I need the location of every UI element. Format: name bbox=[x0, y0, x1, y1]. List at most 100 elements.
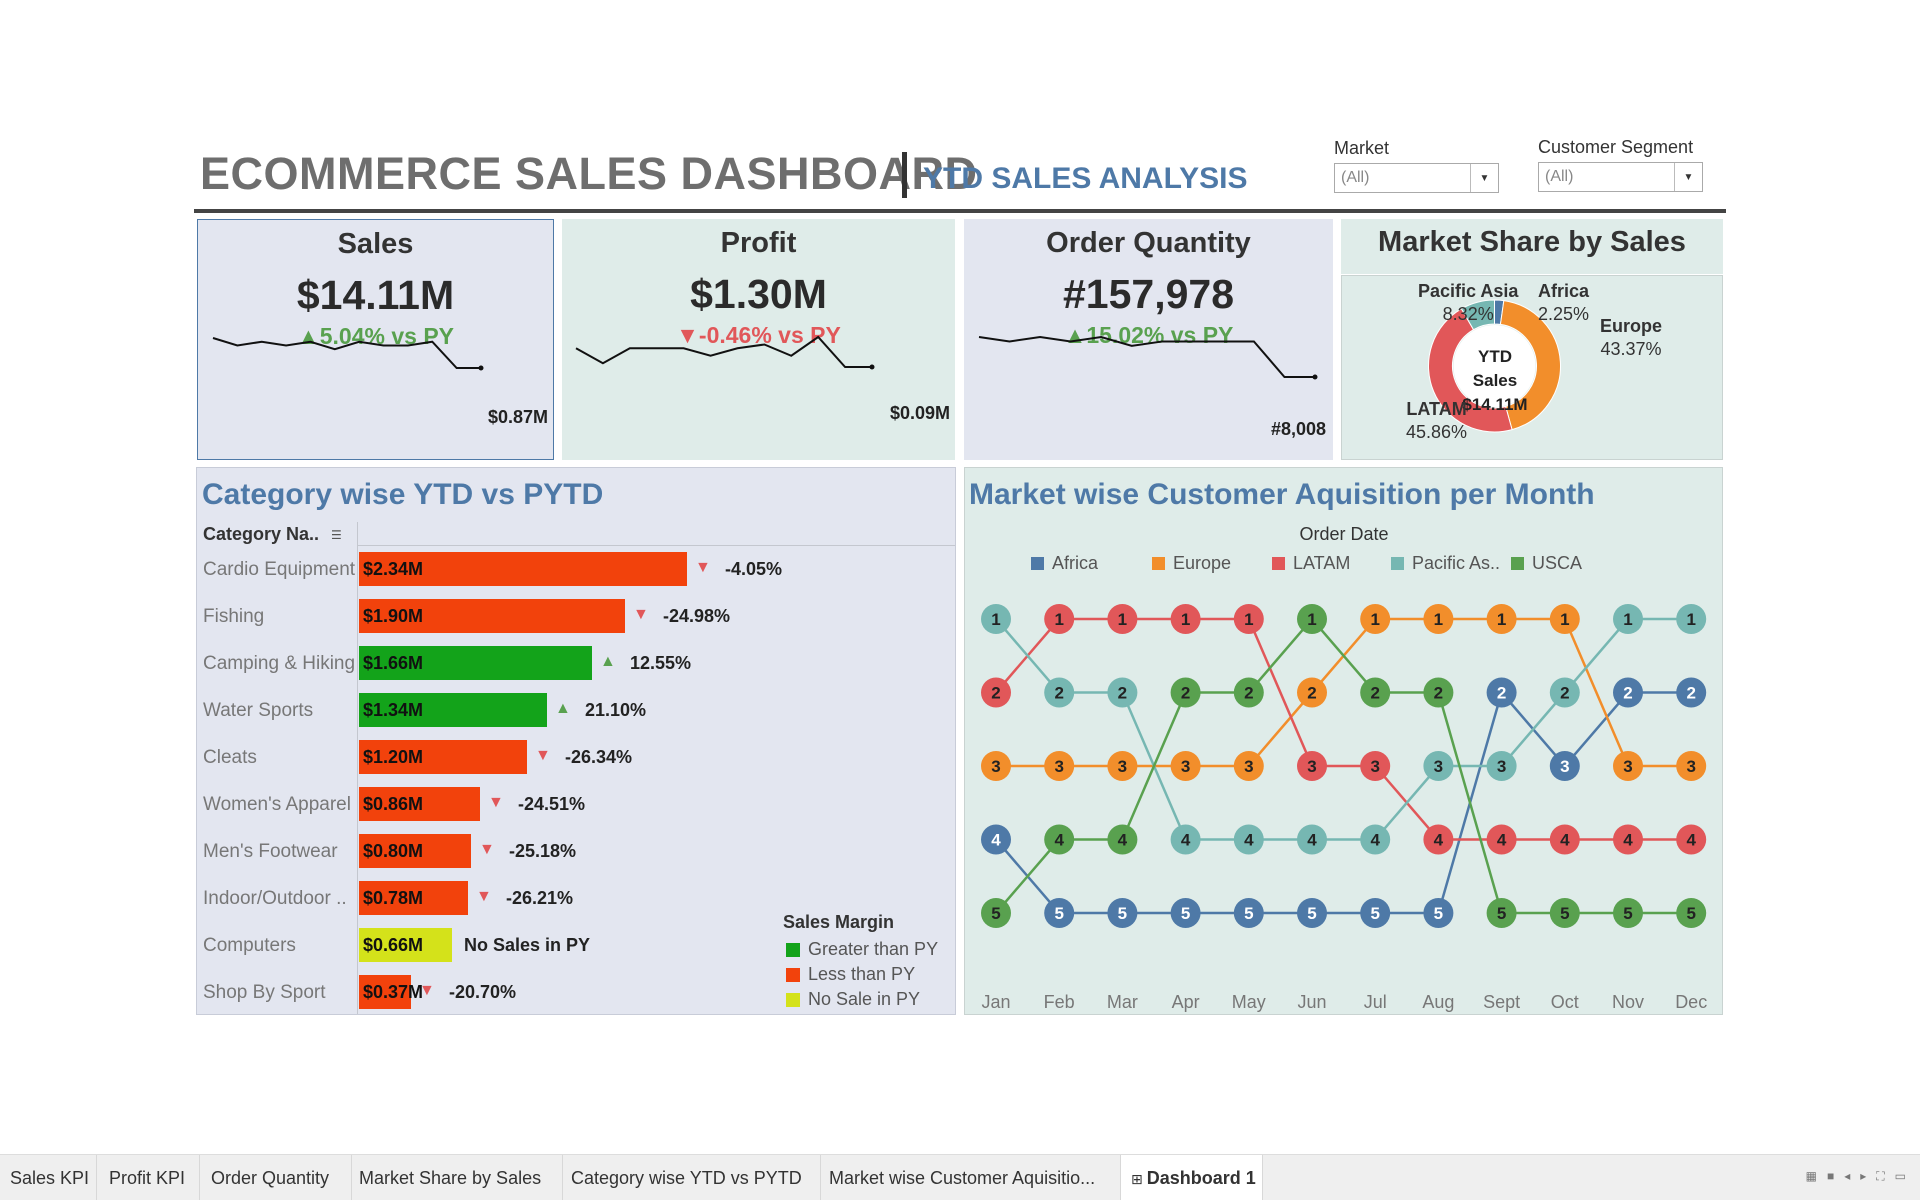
rank-marker[interactable] bbox=[1613, 898, 1643, 928]
legend-label[interactable]: Europe bbox=[1173, 553, 1231, 573]
rank-marker[interactable] bbox=[1613, 604, 1643, 634]
rank-marker[interactable] bbox=[1613, 751, 1643, 781]
rank-marker[interactable] bbox=[1423, 751, 1454, 781]
rank-marker[interactable] bbox=[1360, 898, 1391, 928]
category-row[interactable]: Men's Footwear $0.80M ▼ -25.18% bbox=[197, 833, 955, 869]
rank-marker[interactable] bbox=[1360, 604, 1391, 634]
rank-marker[interactable] bbox=[1549, 898, 1580, 928]
category-bar[interactable]: $0.80M bbox=[359, 834, 471, 868]
category-column-header[interactable]: Category Na.. bbox=[203, 524, 320, 544]
category-bar[interactable]: $1.34M bbox=[359, 693, 547, 727]
legend-label[interactable]: Pacific As.. bbox=[1412, 553, 1500, 573]
rank-marker[interactable] bbox=[1233, 677, 1264, 708]
next-sheet-icon[interactable]: ▸ bbox=[1860, 1169, 1867, 1183]
rank-marker[interactable] bbox=[1676, 677, 1707, 708]
donut-slice-europe[interactable] bbox=[1499, 300, 1561, 431]
rank-marker[interactable] bbox=[1423, 677, 1454, 708]
rank-marker[interactable] bbox=[1107, 751, 1138, 781]
legend-item-greater[interactable]: Greater than PY bbox=[783, 937, 938, 962]
rank-marker[interactable] bbox=[1360, 677, 1391, 708]
sales-kpi-card[interactable]: Sales $14.11M ▲5.04% vs PY $0.87M bbox=[197, 219, 554, 460]
legend-label[interactable]: LATAM bbox=[1293, 553, 1350, 573]
category-bar[interactable]: $1.66M bbox=[359, 646, 592, 680]
rank-marker[interactable] bbox=[1297, 824, 1327, 855]
category-row[interactable]: Cardio Equipment $2.34M ▼ -4.05% bbox=[197, 551, 955, 587]
rank-marker[interactable] bbox=[1297, 604, 1327, 634]
category-bar[interactable]: $0.86M bbox=[359, 787, 480, 821]
tab-sales-kpi[interactable]: Sales KPI bbox=[0, 1155, 97, 1200]
rank-marker[interactable] bbox=[1107, 677, 1138, 708]
category-row[interactable]: Water Sports $1.34M ▲ 21.10% bbox=[197, 692, 955, 728]
rank-marker[interactable] bbox=[1549, 751, 1580, 781]
rank-marker[interactable] bbox=[981, 898, 1011, 928]
tab-order-quantity[interactable]: Order Quantity bbox=[200, 1155, 352, 1200]
rank-marker[interactable] bbox=[1297, 751, 1327, 781]
rank-marker[interactable] bbox=[981, 677, 1011, 708]
series-line[interactable] bbox=[995, 617, 1692, 841]
legend-label[interactable]: Africa bbox=[1052, 553, 1099, 573]
rank-marker[interactable] bbox=[1107, 824, 1138, 855]
tab-market-acquisition[interactable]: Market wise Customer Aquisitio... bbox=[821, 1155, 1121, 1200]
donut-slice-latam[interactable] bbox=[1428, 308, 1513, 433]
rank-marker[interactable] bbox=[1486, 677, 1517, 708]
rank-marker[interactable] bbox=[1107, 604, 1138, 634]
rank-marker[interactable] bbox=[1423, 898, 1454, 928]
legend-item-no-sale[interactable]: No Sale in PY bbox=[783, 987, 938, 1012]
rank-marker[interactable] bbox=[1486, 824, 1517, 855]
category-row[interactable]: Computers $0.66M No Sales in PY bbox=[197, 927, 955, 963]
series-line[interactable] bbox=[995, 617, 1692, 841]
rank-marker[interactable] bbox=[1170, 898, 1201, 928]
prev-sheet-icon[interactable]: ◂ bbox=[1844, 1169, 1851, 1183]
tab-market-share[interactable]: Market Share by Sales bbox=[352, 1155, 563, 1200]
tab-profit-kpi[interactable]: Profit KPI bbox=[97, 1155, 200, 1200]
sort-icon[interactable]: ☰ bbox=[331, 528, 342, 542]
rank-marker[interactable] bbox=[1676, 751, 1707, 781]
rank-marker[interactable] bbox=[1170, 751, 1201, 781]
category-row[interactable]: Shop By Sport $0.37M ▼ -20.70% bbox=[197, 974, 955, 1010]
present-icon[interactable]: ▭ bbox=[1894, 1169, 1906, 1183]
category-bar[interactable]: $0.78M bbox=[359, 881, 468, 915]
rank-marker[interactable] bbox=[1170, 824, 1201, 855]
customer-segment-dropdown[interactable]: (All) ▼ bbox=[1538, 162, 1703, 192]
category-row[interactable]: Indoor/Outdoor .. $0.78M ▼ -26.21% bbox=[197, 880, 955, 916]
rank-marker[interactable] bbox=[981, 751, 1011, 781]
rank-marker[interactable] bbox=[1486, 751, 1517, 781]
rank-marker[interactable] bbox=[1676, 604, 1707, 634]
rank-marker[interactable] bbox=[981, 824, 1011, 855]
market-share-card[interactable]: YTD Sales $14.11M Pacific Asia 8.32% Afri… bbox=[1341, 275, 1723, 460]
tab-category-ytd[interactable]: Category wise YTD vs PYTD bbox=[563, 1155, 821, 1200]
category-bar[interactable]: $1.20M bbox=[359, 740, 527, 774]
rank-marker[interactable] bbox=[1170, 677, 1201, 708]
rank-marker[interactable] bbox=[1549, 677, 1580, 708]
rank-marker[interactable] bbox=[1486, 898, 1517, 928]
fullscreen-icon[interactable]: ⛶ bbox=[1876, 1169, 1885, 1183]
rank-marker[interactable] bbox=[1613, 677, 1643, 708]
legend-item-less[interactable]: Less than PY bbox=[783, 962, 938, 987]
rank-marker[interactable] bbox=[981, 604, 1011, 634]
category-bar[interactable]: $1.90M bbox=[359, 599, 625, 633]
rank-marker[interactable] bbox=[1297, 677, 1327, 708]
rank-marker[interactable] bbox=[1613, 824, 1643, 855]
rank-marker[interactable] bbox=[1233, 824, 1264, 855]
rank-marker[interactable] bbox=[1044, 751, 1075, 781]
rank-marker[interactable] bbox=[1170, 604, 1201, 634]
chevron-down-icon[interactable]: ▼ bbox=[1674, 163, 1702, 191]
rank-marker[interactable] bbox=[1044, 604, 1075, 634]
rank-marker[interactable] bbox=[1044, 898, 1075, 928]
rank-marker[interactable] bbox=[1676, 824, 1707, 855]
rank-marker[interactable] bbox=[1233, 604, 1264, 634]
category-row[interactable]: Camping & Hiking $1.66M ▲ 12.55% bbox=[197, 645, 955, 681]
category-row[interactable]: Fishing $1.90M ▼ -24.98% bbox=[197, 598, 955, 634]
rank-marker[interactable] bbox=[1423, 824, 1454, 855]
grid-view-icon[interactable]: ▦ bbox=[1805, 1169, 1817, 1183]
legend-label[interactable]: USCA bbox=[1532, 553, 1582, 573]
category-bar[interactable]: $2.34M bbox=[359, 552, 687, 586]
rank-marker[interactable] bbox=[1423, 604, 1454, 634]
profit-kpi-card[interactable]: Profit $1.30M ▼-0.46% vs PY $0.09M bbox=[562, 219, 955, 460]
rank-marker[interactable] bbox=[1233, 751, 1264, 781]
market-dropdown[interactable]: (All) ▼ bbox=[1334, 163, 1499, 193]
rank-marker[interactable] bbox=[1549, 824, 1580, 855]
chevron-down-icon[interactable]: ▼ bbox=[1470, 164, 1498, 192]
category-bar[interactable]: $0.66M bbox=[359, 928, 452, 962]
rank-marker[interactable] bbox=[1297, 898, 1327, 928]
